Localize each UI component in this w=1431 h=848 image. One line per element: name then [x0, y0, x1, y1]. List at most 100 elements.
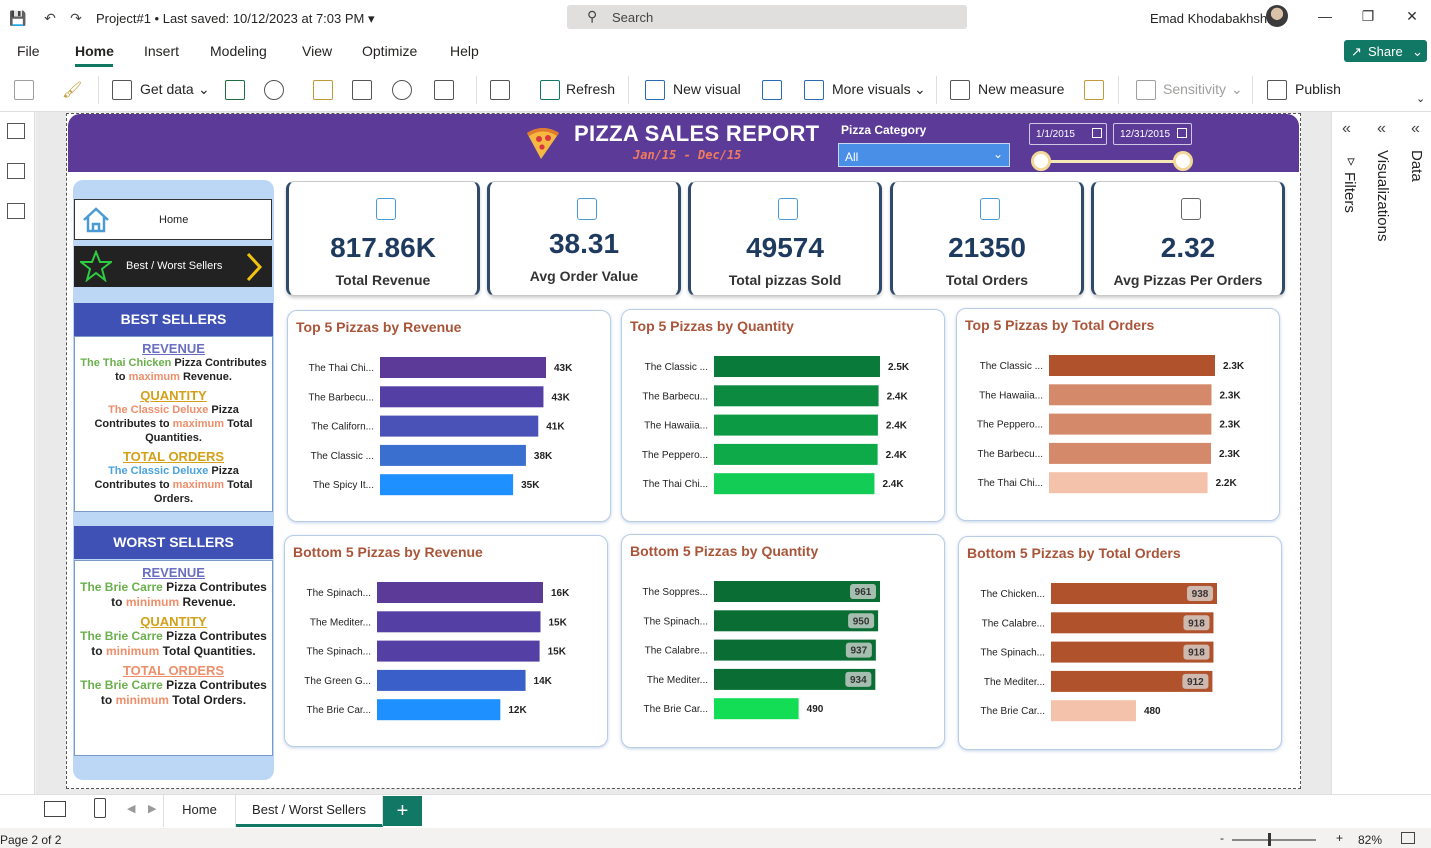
kpi-total-orders[interactable]: 21350 Total Orders — [890, 181, 1084, 296]
home-nav-button[interactable]: Home — [74, 199, 272, 240]
kpi-total-pizzas-sold[interactable]: 49574 Total pizzas Sold — [688, 181, 882, 296]
bar[interactable] — [714, 668, 876, 690]
page-tab-best-worst[interactable]: Best / Worst Sellers — [236, 795, 383, 827]
more-visuals-icon[interactable] — [804, 80, 824, 100]
format-painter-icon[interactable]: 🖌 — [62, 82, 83, 99]
database-icon[interactable] — [112, 80, 132, 100]
dataverse-icon[interactable] — [392, 80, 412, 100]
kpi-avg-order-value[interactable]: 38.31 Avg Order Value — [487, 181, 681, 296]
quick-measure-icon[interactable] — [1084, 80, 1104, 100]
expand-visualizations-icon[interactable]: « — [1377, 120, 1386, 137]
bar[interactable] — [380, 415, 539, 437]
more-visuals-button[interactable]: More visuals — [832, 81, 911, 97]
chart-bottom5-orders[interactable]: Bottom 5 Pizzas by Total Orders The Chick… — [958, 536, 1282, 750]
model-view-icon[interactable] — [7, 203, 25, 219]
tab-home[interactable]: Home — [75, 43, 114, 59]
expand-filters-icon[interactable]: « — [1342, 120, 1351, 137]
bar[interactable] — [377, 669, 526, 691]
publish-button[interactable]: Publish — [1295, 81, 1341, 97]
mobile-layout-icon[interactable] — [94, 798, 106, 818]
bar[interactable] — [1049, 413, 1212, 435]
share-button[interactable]: ↗ Share ⌄ — [1344, 40, 1427, 62]
minimize-icon[interactable]: — — [1318, 8, 1332, 24]
bar[interactable] — [380, 474, 514, 496]
bar[interactable] — [1051, 641, 1214, 663]
chart-top5-quantity[interactable]: Top 5 Pizzas by Quantity The Classic ... 2… — [621, 309, 945, 522]
excel-icon[interactable] — [225, 80, 245, 100]
tab-help[interactable]: Help — [450, 43, 479, 59]
search-input[interactable]: ⚲ Search — [567, 5, 967, 29]
bar[interactable] — [380, 386, 544, 408]
recent-sources-icon[interactable] — [434, 80, 454, 100]
new-measure-button[interactable]: New measure — [978, 81, 1065, 97]
new-visual-icon[interactable] — [645, 80, 665, 100]
calculator-icon[interactable] — [950, 80, 970, 100]
redo-icon[interactable]: ↷ — [70, 10, 82, 26]
refresh-button[interactable]: Refresh — [566, 81, 616, 97]
bar[interactable] — [1051, 612, 1214, 634]
start-date-input[interactable]: 1/1/2015 — [1029, 123, 1107, 145]
bar[interactable] — [714, 443, 878, 465]
bar[interactable] — [1049, 384, 1212, 406]
zoom-out-icon[interactable]: - — [1220, 831, 1224, 845]
chevron-down-icon[interactable]: ⌄ — [914, 81, 926, 97]
restore-icon[interactable]: ❐ — [1361, 8, 1375, 24]
chart-top5-revenue[interactable]: Top 5 Pizzas by Revenue The Thai Chi... 43… — [287, 310, 611, 522]
paste-icon[interactable] — [14, 80, 34, 100]
sql-icon[interactable] — [313, 80, 333, 100]
zoom-in-icon[interactable]: + — [1336, 831, 1344, 845]
bar[interactable] — [1051, 670, 1213, 692]
report-view-icon[interactable] — [7, 123, 25, 139]
desktop-layout-icon[interactable] — [44, 801, 66, 817]
chart-top5-orders[interactable]: Top 5 Pizzas by Total Orders The Classic … — [956, 308, 1280, 521]
bar[interactable] — [714, 610, 879, 632]
kpi-total-revenue[interactable]: 817.86K Total Revenue — [286, 181, 480, 296]
save-icon[interactable]: 💾 — [9, 10, 27, 26]
date-range-start-handle[interactable] — [1031, 151, 1051, 171]
best-worst-nav-button[interactable]: Best / Worst Sellers — [74, 246, 272, 287]
date-range-end-handle[interactable] — [1173, 151, 1193, 171]
bar[interactable] — [714, 639, 876, 661]
bar[interactable] — [1049, 355, 1215, 376]
data-pane-label[interactable]: Data — [1408, 150, 1425, 182]
bar[interactable] — [714, 473, 875, 495]
publish-icon[interactable] — [1267, 80, 1287, 100]
visualizations-pane-label[interactable]: Visualizations — [1374, 150, 1391, 242]
chevron-down-icon[interactable]: ⌄ — [198, 81, 210, 97]
filters-pane-label[interactable]: Filters — [1341, 172, 1358, 213]
expand-data-icon[interactable]: « — [1411, 120, 1420, 137]
bar[interactable] — [377, 611, 541, 633]
bar[interactable] — [1049, 472, 1208, 494]
avatar[interactable] — [1266, 5, 1288, 27]
zoom-slider-handle[interactable] — [1268, 833, 1271, 846]
tab-modeling[interactable]: Modeling — [210, 43, 267, 59]
chart-bottom5-quantity[interactable]: Bottom 5 Pizzas by Quantity The Soppres..… — [621, 534, 945, 748]
close-icon[interactable]: ✕ — [1406, 8, 1418, 24]
bar[interactable] — [714, 356, 880, 377]
tab-insert[interactable]: Insert — [144, 43, 180, 59]
tab-view[interactable]: View — [302, 43, 333, 59]
bar[interactable] — [380, 357, 546, 378]
kpi-avg-pizzas-per-order[interactable]: 2.32 Avg Pizzas Per Orders — [1091, 181, 1285, 296]
tab-optimize[interactable]: Optimize — [362, 43, 418, 59]
data-hub-icon[interactable] — [264, 80, 284, 100]
add-page-button[interactable]: + — [383, 796, 422, 826]
bar[interactable] — [377, 582, 543, 603]
bar[interactable] — [380, 444, 526, 466]
get-data-button[interactable]: Get data — [140, 81, 194, 97]
enter-data-icon[interactable] — [352, 80, 372, 100]
bar[interactable] — [714, 414, 878, 436]
table-view-icon[interactable] — [7, 163, 25, 179]
bar[interactable] — [1051, 583, 1217, 604]
user-name[interactable]: Emad Khodabakhshi — [1150, 11, 1270, 26]
project-title[interactable]: Project#1 • Last saved: 10/12/2023 at 7:… — [96, 11, 375, 27]
undo-icon[interactable]: ↶ — [44, 10, 56, 26]
bar[interactable] — [1049, 442, 1212, 464]
collapse-ribbon-icon[interactable]: ⌄ — [1416, 93, 1426, 105]
refresh-icon[interactable] — [540, 80, 560, 100]
page-tab-home[interactable]: Home — [163, 795, 236, 827]
scroll-right-icon[interactable]: ▶ — [148, 803, 157, 815]
bar[interactable] — [714, 698, 799, 720]
category-slicer-dropdown[interactable]: All ⌄ — [838, 143, 1010, 167]
tab-file[interactable]: File — [17, 43, 40, 59]
